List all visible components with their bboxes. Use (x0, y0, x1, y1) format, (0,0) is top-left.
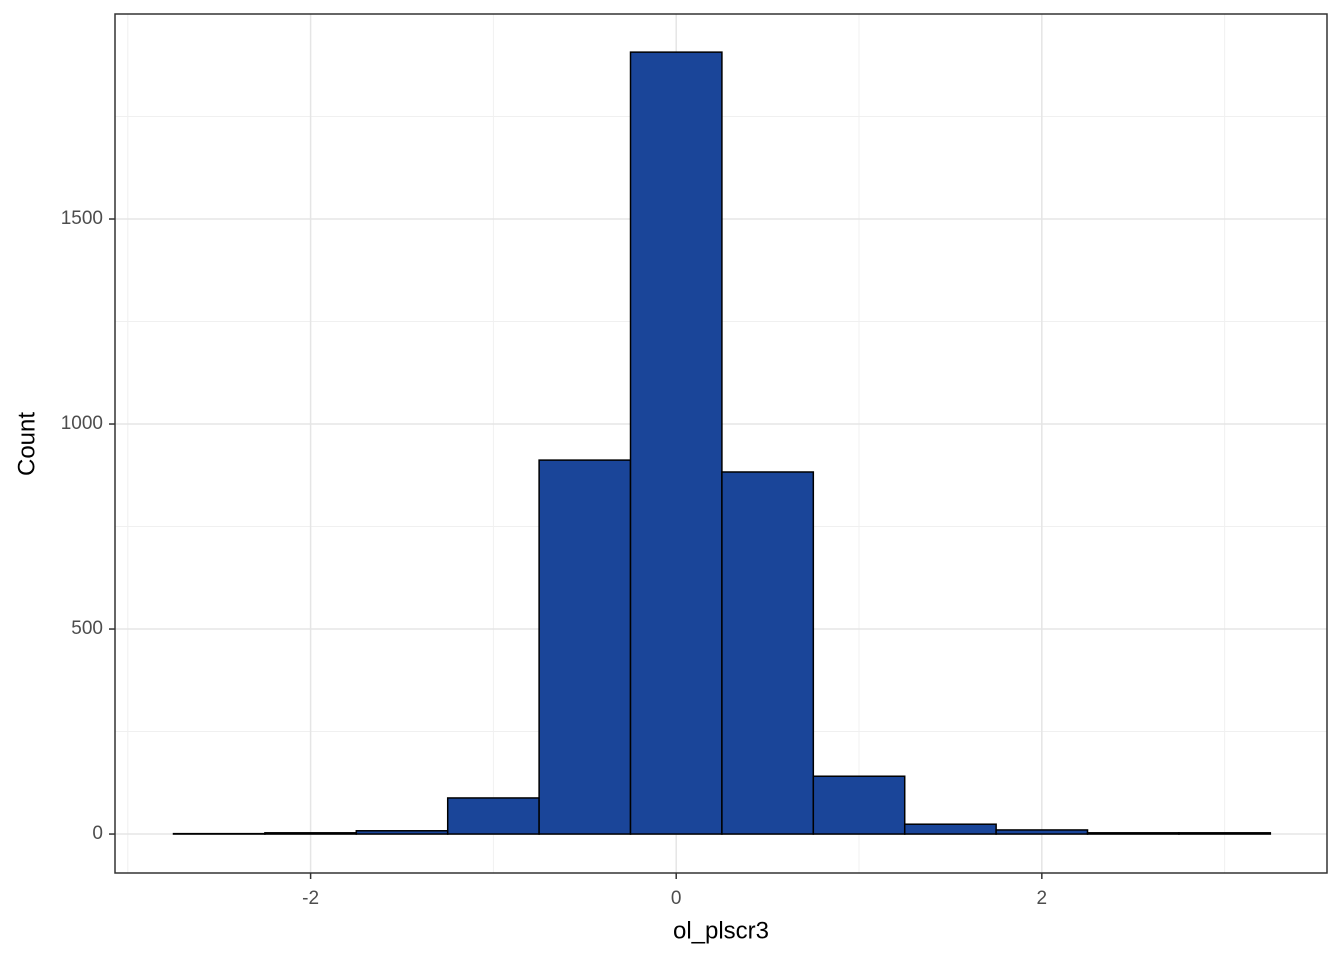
x-tick-label: 2 (1037, 888, 1048, 909)
y-axis-label: Count (13, 412, 40, 476)
bar (905, 824, 996, 834)
bar (265, 833, 356, 834)
y-tick-label: 500 (71, 618, 103, 639)
x-axis-label: ol_plscr3 (673, 917, 769, 944)
bar (722, 472, 813, 834)
bar (356, 831, 447, 834)
x-tick-label: 0 (671, 888, 682, 909)
bar (1179, 833, 1270, 834)
bar (1088, 833, 1179, 834)
bar (448, 798, 539, 834)
x-tick-label: -2 (302, 888, 319, 909)
bar (996, 830, 1087, 834)
y-tick-label: 0 (92, 823, 103, 844)
bar (539, 460, 630, 834)
y-tick-label: 1000 (61, 413, 103, 434)
bar (813, 776, 904, 834)
bar (631, 52, 722, 834)
y-tick-label: 1500 (61, 208, 103, 229)
